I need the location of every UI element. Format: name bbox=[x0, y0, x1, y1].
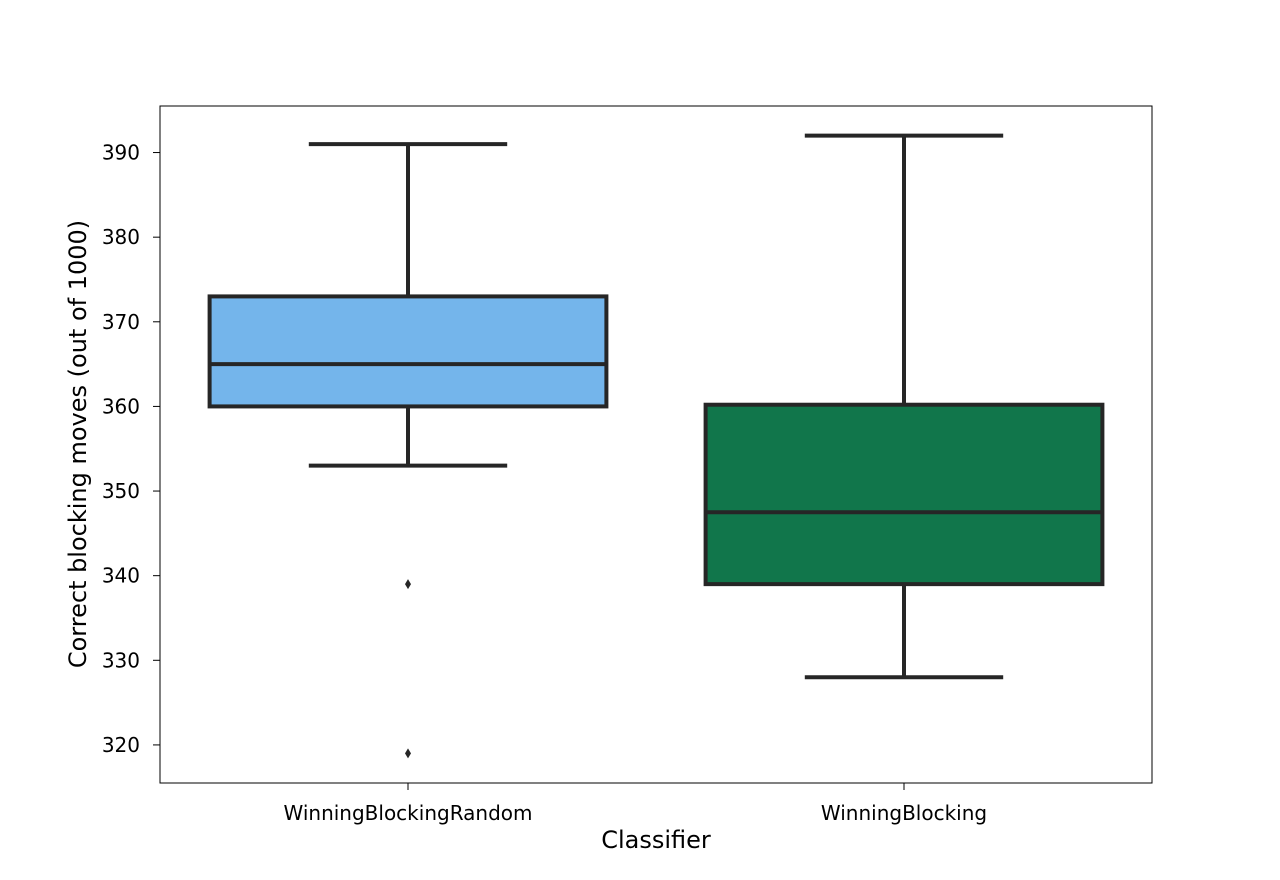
box-group bbox=[207, 142, 609, 759]
x-tick-label: WinningBlockingRandom bbox=[284, 801, 533, 825]
x-axis: WinningBlockingRandom WinningBlocking bbox=[284, 783, 987, 825]
outlier-point bbox=[405, 579, 411, 590]
y-tick-label: 370 bbox=[102, 310, 140, 334]
y-tick-label: 380 bbox=[102, 225, 140, 249]
y-tick-label: 390 bbox=[102, 141, 140, 165]
y-tick-label: 330 bbox=[102, 648, 140, 672]
x-tick-label: WinningBlocking bbox=[821, 801, 987, 825]
plot-frame bbox=[159, 105, 1153, 784]
outlier-point bbox=[405, 748, 411, 759]
y-axis-label: Correct blocking moves (out of 1000) bbox=[64, 220, 92, 668]
y-tick-label: 360 bbox=[102, 394, 140, 418]
box-iqr bbox=[207, 294, 609, 409]
y-tick-label: 320 bbox=[102, 733, 140, 757]
box-plots bbox=[207, 133, 1105, 759]
x-axis-label: Classifier bbox=[601, 826, 711, 854]
y-axis: 320 330 340 350 360 370 380 390 bbox=[102, 141, 160, 757]
box-group bbox=[703, 133, 1105, 680]
box-iqr bbox=[703, 402, 1105, 587]
y-tick-label: 350 bbox=[102, 479, 140, 503]
y-tick-label: 340 bbox=[102, 564, 140, 588]
